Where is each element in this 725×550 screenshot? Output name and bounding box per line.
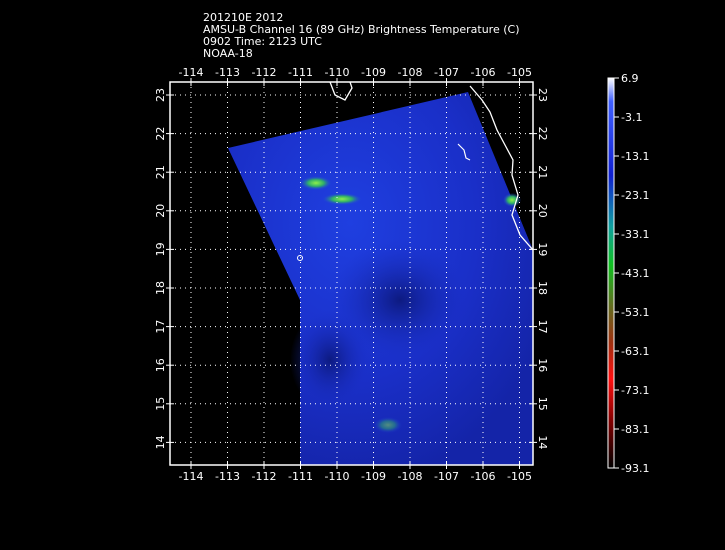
lat-label: 14: [536, 435, 549, 449]
lon-label: -109: [361, 470, 386, 483]
colorbar-label: -33.1: [621, 228, 649, 241]
lon-label: -112: [252, 66, 277, 79]
lat-label: 22: [154, 127, 167, 141]
lat-label: 16: [536, 358, 549, 372]
lat-label: 14: [154, 435, 167, 449]
lon-label: -107: [434, 470, 459, 483]
lon-label: -114: [179, 470, 204, 483]
lat-label: 19: [154, 242, 167, 256]
lon-label: -107: [434, 66, 459, 79]
lon-label: -114: [179, 66, 204, 79]
lon-label: -105: [507, 66, 532, 79]
colorbar-label: 6.9: [621, 72, 639, 85]
lon-label: -112: [252, 470, 277, 483]
colorbar-label: -43.1: [621, 267, 649, 280]
lon-label: -113: [215, 66, 240, 79]
lat-label: 20: [154, 204, 167, 218]
lon-label: -106: [471, 66, 496, 79]
header-line: AMSU-B Channel 16 (89 GHz) Brightness Te…: [203, 23, 520, 36]
lat-label: 19: [536, 242, 549, 256]
lat-label: 21: [536, 165, 549, 179]
colorbar: [607, 77, 615, 469]
lon-label: -111: [288, 470, 313, 483]
colorbar-label: -23.1: [621, 189, 649, 202]
lat-label: 16: [154, 358, 167, 372]
lon-label: -111: [288, 66, 313, 79]
lat-label: 22: [536, 127, 549, 141]
lon-label: -109: [361, 66, 386, 79]
lon-label: -108: [398, 66, 423, 79]
lat-label: 18: [536, 281, 549, 295]
lat-label: 23: [536, 88, 549, 102]
lon-label: -110: [325, 470, 350, 483]
colorbar-label: -93.1: [621, 462, 649, 475]
colorbar-label: -53.1: [621, 306, 649, 319]
lon-label: -110: [325, 66, 350, 79]
colorbar-label: -63.1: [621, 345, 649, 358]
header-line: NOAA-18: [203, 47, 253, 60]
lon-label: -108: [398, 470, 423, 483]
lat-label: 18: [154, 281, 167, 295]
colorbar-label: -13.1: [621, 150, 649, 163]
colorbar-label: -73.1: [621, 384, 649, 397]
lon-label: -105: [507, 470, 532, 483]
lon-label: -113: [215, 470, 240, 483]
lat-label: 15: [536, 397, 549, 411]
header-line: 0902 Time: 2123 UTC: [203, 35, 322, 48]
lat-label: 20: [536, 204, 549, 218]
header-line: 201210E 2012: [203, 11, 283, 24]
lon-label: -106: [471, 470, 496, 483]
colorbar-label: -83.1: [621, 423, 649, 436]
lat-label: 23: [154, 88, 167, 102]
lat-label: 17: [154, 320, 167, 334]
lat-label: 21: [154, 165, 167, 179]
imagery: [228, 82, 533, 465]
lat-label: 15: [154, 397, 167, 411]
lat-label: 17: [536, 320, 549, 334]
colorbar-label: -3.1: [621, 111, 642, 124]
